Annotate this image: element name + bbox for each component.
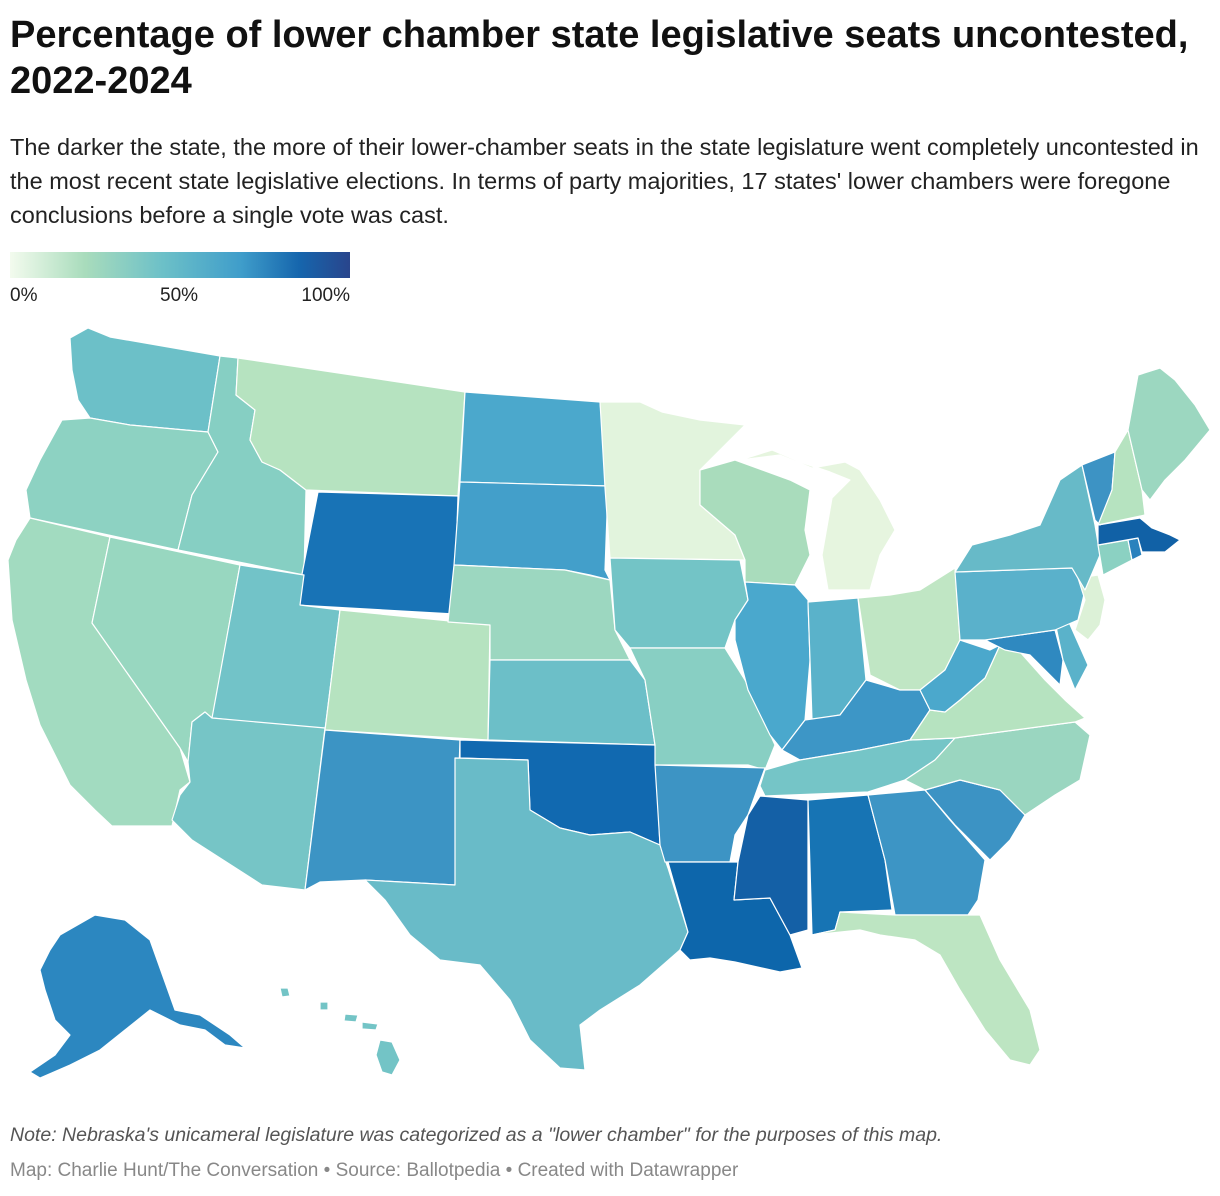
state-connecticut[interactable]: Connecticut: [1097, 539, 1133, 576]
state-alaska[interactable]: Alaska: [29, 914, 246, 1079]
state-new-york[interactable]: New York: [954, 464, 1101, 591]
state-north-carolina[interactable]: North Carolina: [904, 721, 1091, 816]
legend-tick-50: 50%: [160, 285, 199, 306]
state-new-mexico[interactable]: New Mexico: [304, 729, 461, 891]
state-new-jersey[interactable]: New Jersey: [1074, 574, 1106, 641]
state-hawaii[interactable]: Hawaii: [279, 987, 401, 1076]
legend-tick-100: 100%: [301, 285, 350, 306]
state-texas[interactable]: Texas: [364, 757, 689, 1071]
state-massachusetts[interactable]: Massachusetts: [1097, 517, 1181, 553]
state-maine[interactable]: Maine: [1127, 367, 1211, 501]
us-states-map: Washington Oregon California Idaho Nevad…: [7, 327, 1211, 1079]
state-wyoming[interactable]: Wyoming: [295, 491, 459, 615]
state-north-dakota[interactable]: North Dakota: [459, 391, 609, 487]
state-arkansas[interactable]: Arkansas: [654, 764, 766, 863]
state-mississippi[interactable]: Mississippi: [733, 795, 809, 936]
map-credit: Map: Charlie Hunt/The Conversation • Sou…: [10, 1160, 739, 1181]
legend-gradient-bar: [10, 252, 350, 278]
state-montana[interactable]: Montana: [235, 357, 466, 497]
state-south-dakota[interactable]: South Dakota: [453, 481, 611, 581]
state-michigan[interactable]: Michigan: [739, 449, 896, 591]
chart-title: Percentage of lower chamber state legisl…: [10, 14, 1189, 102]
state-kansas[interactable]: Kansas: [487, 659, 656, 746]
state-iowa[interactable]: Iowa: [609, 557, 749, 649]
map-note: Note: Nebraska's unicameral legislature …: [10, 1124, 943, 1146]
state-arizona[interactable]: Arizona: [171, 711, 326, 891]
state-illinois[interactable]: Illinois: [734, 581, 811, 751]
state-florida[interactable]: Florida: [811, 911, 1041, 1066]
chart-subtitle: The darker the state, the more of their …: [10, 134, 1199, 228]
color-legend: 0% 50% 100%: [10, 252, 350, 308]
legend-tick-0: 0%: [10, 285, 38, 306]
state-colorado[interactable]: Colorado: [324, 609, 491, 741]
state-washington[interactable]: Washington: [69, 327, 221, 433]
state-wisconsin[interactable]: Wisconsin: [699, 459, 811, 586]
state-maryland[interactable]: Maryland: [984, 629, 1064, 686]
